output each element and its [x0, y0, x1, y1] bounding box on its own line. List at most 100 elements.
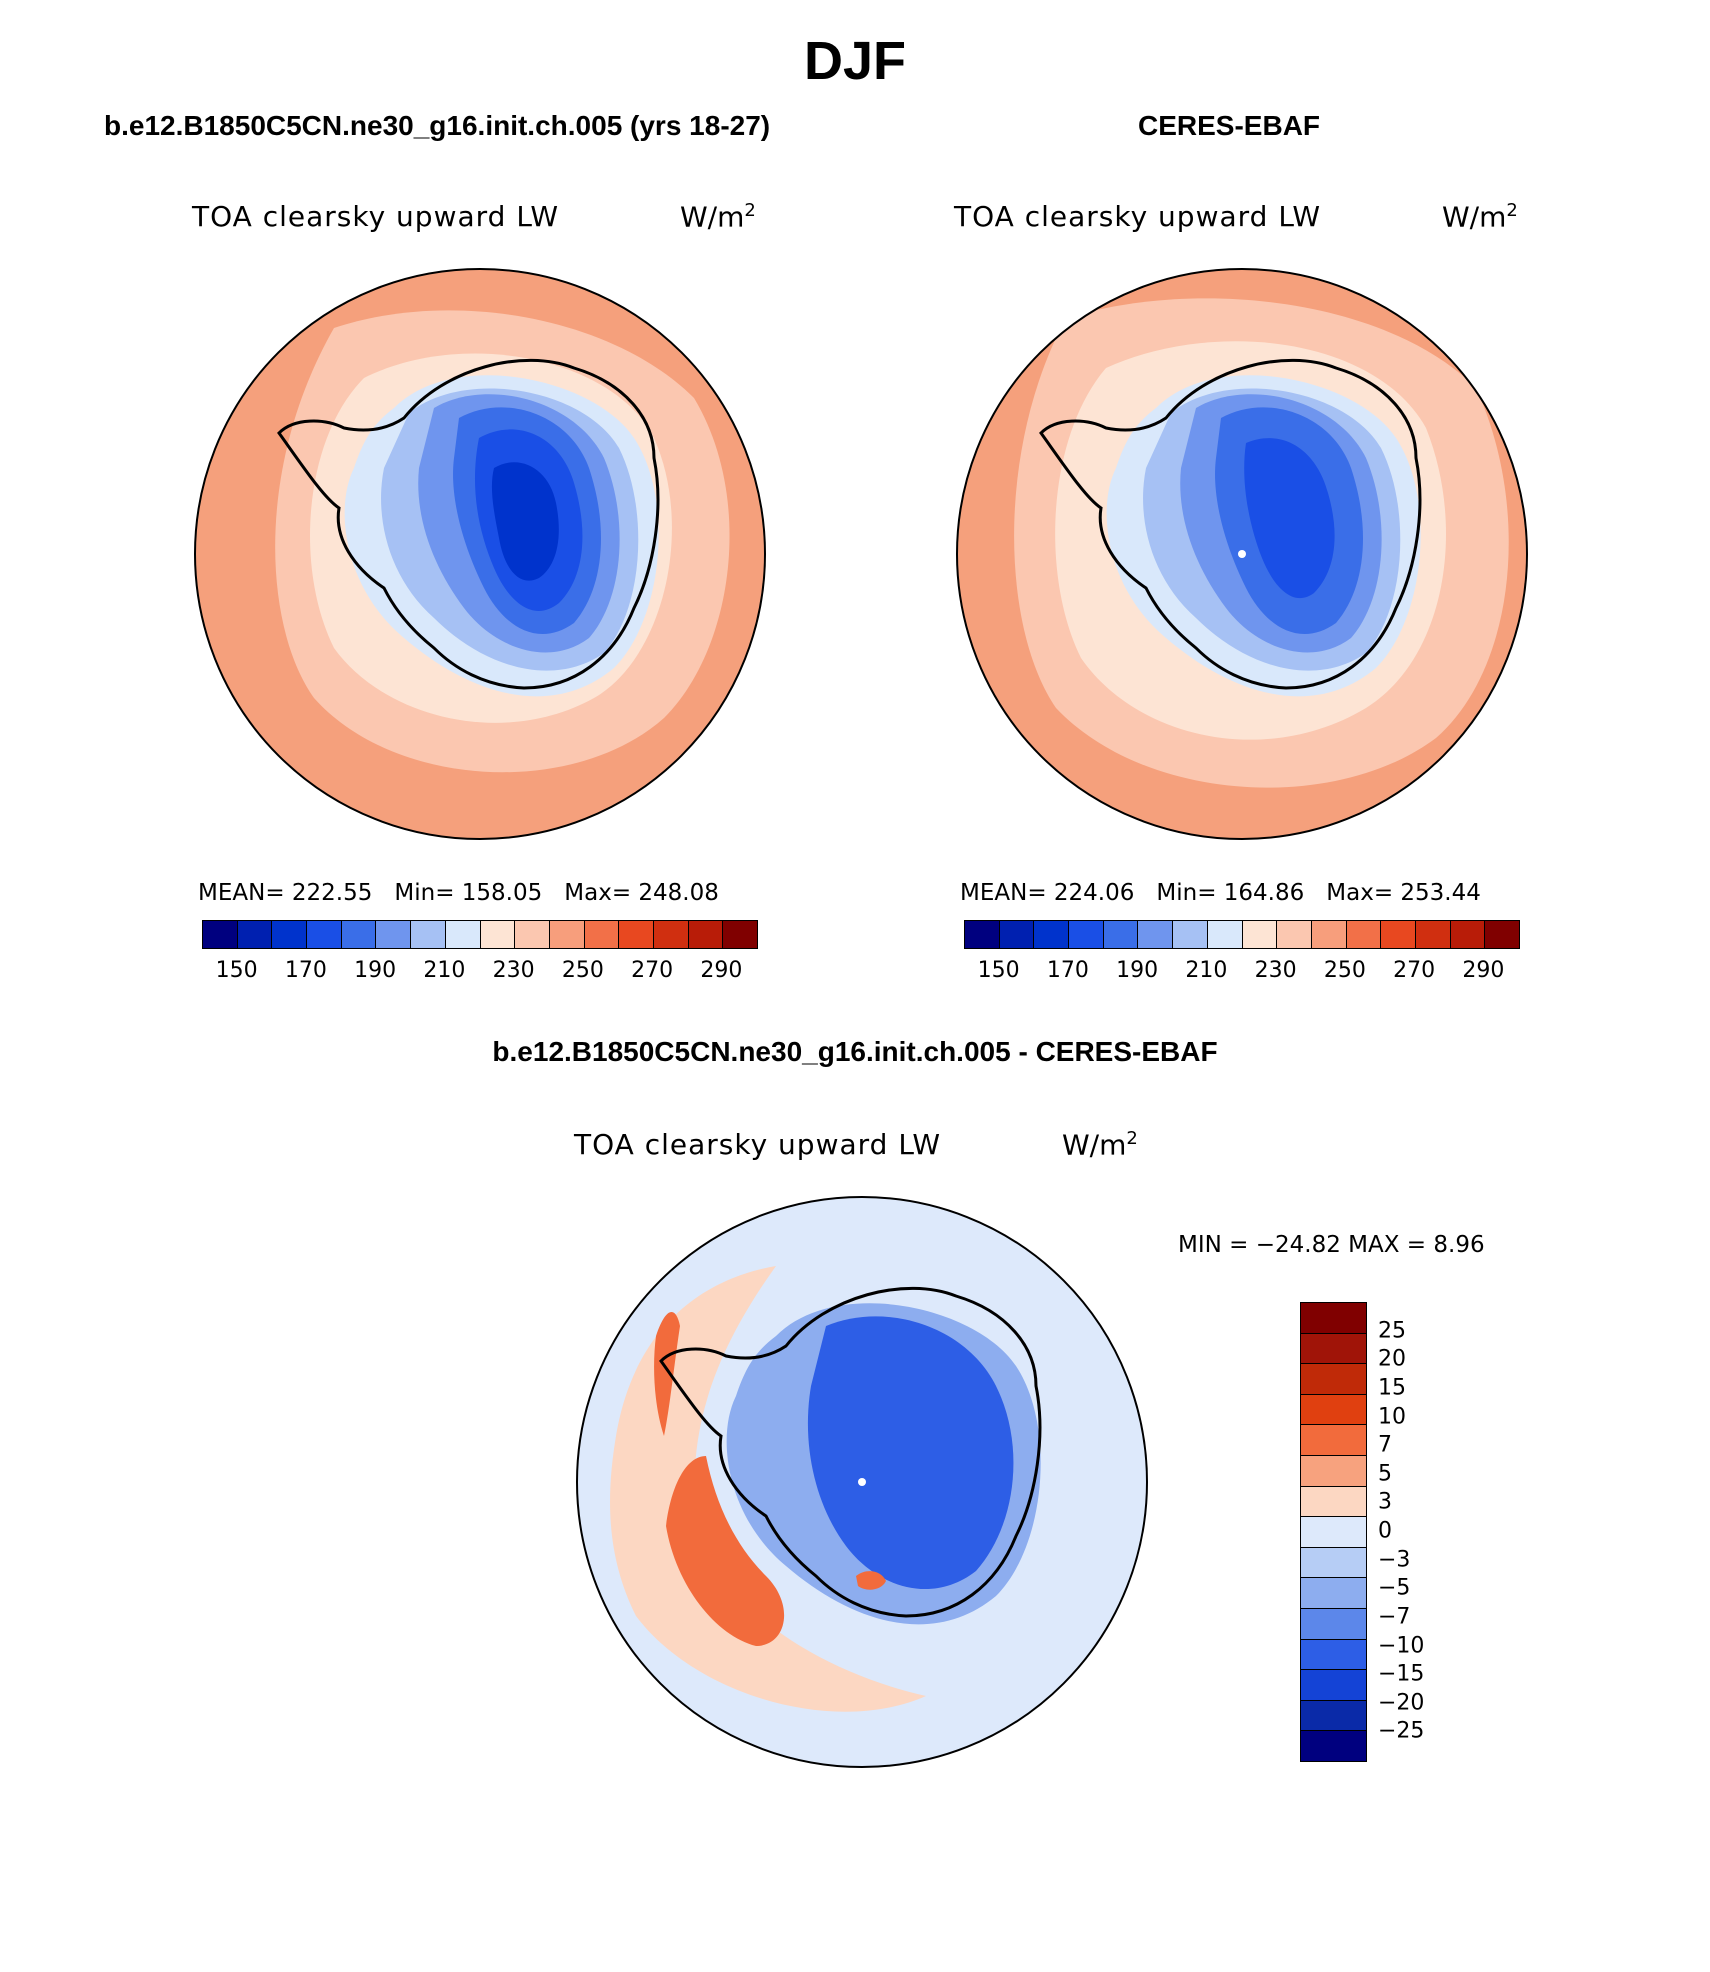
colorbar-tick-label: 150 [215, 958, 258, 983]
colorbar-tick-label: 5 [1378, 1461, 1392, 1487]
colorbar-swatch [1381, 921, 1416, 948]
colorbar-tick-label: −3 [1378, 1547, 1411, 1573]
colorbar-swatch [1301, 1517, 1366, 1548]
colorbar-tick-label: 25 [1378, 1318, 1406, 1344]
colorbar-swatch [445, 921, 481, 948]
colorbar-tick-label: 3 [1378, 1489, 1392, 1515]
colorbar-tick-label: −5 [1378, 1575, 1411, 1601]
diff-variable-label: TOA clearsky upward LW [574, 1128, 942, 1161]
diff-polar-map [576, 1196, 1148, 1768]
colorbar-swatch [1242, 921, 1278, 948]
colorbar-tick-label: 210 [1185, 958, 1228, 983]
colorbar-swatch [1277, 921, 1312, 948]
colorbar-swatch [549, 921, 585, 948]
colorbar-swatch [480, 921, 516, 948]
obs-panel-title: CERES-EBAF [1138, 110, 1321, 141]
colorbar-swatch [999, 921, 1035, 948]
colorbar-tick-label: 250 [561, 958, 604, 983]
south-pole-marker [858, 1478, 866, 1486]
colorbar-tick-label: 170 [284, 958, 327, 983]
model-variable-label: TOA clearsky upward LW [192, 200, 560, 233]
colorbar-swatch [1311, 921, 1347, 948]
colorbar-swatch [1346, 921, 1382, 948]
colorbar-swatch [1034, 921, 1070, 948]
colorbar-tick-label: 20 [1378, 1346, 1406, 1372]
colorbar-swatch [584, 921, 620, 948]
colorbar-swatch [1301, 1578, 1366, 1609]
obs-units-label: W/m2 [1442, 200, 1518, 234]
map-boundary [956, 268, 1528, 840]
model-stats: MEAN= 222.55 Min= 158.05 Max= 248.08 [198, 880, 741, 906]
colorbar-swatch [272, 921, 308, 948]
colorbar-tick-label: 270 [1393, 958, 1436, 983]
colorbar-swatch [1207, 921, 1243, 948]
colorbar-tick-label: 190 [354, 958, 397, 983]
model-polar-map [194, 268, 766, 840]
colorbar-tick-label: 150 [977, 958, 1020, 983]
model-mean: MEAN= 222.55 [198, 880, 373, 906]
colorbar-swatch [688, 921, 724, 948]
obs-max: Max= 253.44 [1326, 880, 1481, 906]
colorbar-swatch [653, 921, 689, 948]
colorbar-swatch [203, 921, 238, 948]
colorbar-tick-label: 10 [1378, 1404, 1406, 1429]
colorbar-tick-label: −7 [1378, 1604, 1411, 1630]
model-colorbar [202, 920, 758, 949]
colorbar-swatch [1301, 1425, 1366, 1456]
colorbar-swatch [1301, 1547, 1366, 1579]
page-title: DJF [803, 31, 906, 91]
colorbar-tick-label: −15 [1378, 1661, 1425, 1687]
coastline [277, 358, 660, 690]
south-pole-marker [1238, 550, 1246, 558]
colorbar-tick-label: 0 [1378, 1518, 1392, 1544]
coastline [1039, 358, 1422, 690]
colorbar-tick-label: 290 [1462, 958, 1505, 983]
diff-ice-cold-2 [807, 1316, 1014, 1590]
colorbar-swatch [1103, 921, 1139, 948]
colorbar-swatch [307, 921, 342, 948]
colorbar-tick-label: −20 [1378, 1690, 1425, 1716]
obs-colorbar-ticks: 150 170 190 210 230 250 270 290 [964, 958, 1518, 988]
colorbar-swatch [965, 921, 1000, 948]
colorbar-swatch [1069, 921, 1104, 948]
colorbar-swatch [1138, 921, 1174, 948]
colorbar-swatch [1301, 1333, 1366, 1365]
model-min: Min= 158.05 [394, 880, 543, 906]
coastline [659, 1286, 1042, 1618]
colorbar-swatch [1301, 1394, 1366, 1426]
diff-units-label: W/m2 [1062, 1128, 1138, 1162]
model-panel-title: b.e12.B1850C5CN.ne30_g16.init.ch.005 (yr… [104, 110, 771, 141]
colorbar-swatch [723, 921, 757, 948]
colorbar-tick-label: 210 [423, 958, 466, 983]
colorbar-swatch [1301, 1486, 1366, 1518]
colorbar-swatch [1301, 1670, 1366, 1701]
obs-min: Min= 164.86 [1156, 880, 1305, 906]
colorbar-swatch [1301, 1364, 1366, 1395]
colorbar-tick-label: 270 [631, 958, 674, 983]
model-max: Max= 248.08 [564, 880, 719, 906]
colorbar-swatch [1301, 1455, 1366, 1487]
diff-warm-band [610, 1266, 926, 1712]
colorbar-swatch [1173, 921, 1208, 948]
colorbar-tick-label: 7 [1378, 1432, 1392, 1458]
colorbar-swatch [515, 921, 550, 948]
obs-mean: MEAN= 224.06 [960, 880, 1135, 906]
colorbar-tick-label: −10 [1378, 1633, 1425, 1658]
obs-polar-map [956, 268, 1528, 840]
diff-warm-spot [856, 1571, 886, 1590]
model-colorbar-ticks: 150 170 190 210 230 250 270 290 [202, 958, 756, 988]
obs-variable-label: TOA clearsky upward LW [954, 200, 1322, 233]
colorbar-swatch [1301, 1639, 1366, 1671]
colorbar-swatch [411, 921, 446, 948]
colorbar-tick-label: 190 [1116, 958, 1159, 983]
obs-colorbar [964, 920, 1520, 949]
colorbar-tick-label: 170 [1046, 958, 1089, 983]
colorbar-tick-label: 230 [1254, 958, 1297, 983]
colorbar-swatch [1301, 1303, 1366, 1334]
colorbar-swatch [341, 921, 377, 948]
diff-minmax: MIN = −24.82 MAX = 8.96 [1178, 1232, 1485, 1258]
colorbar-tick-label: 290 [700, 958, 743, 983]
colorbar-swatch [1450, 921, 1486, 948]
diff-hot-sliver [654, 1312, 680, 1436]
colorbar-swatch [1301, 1731, 1366, 1761]
